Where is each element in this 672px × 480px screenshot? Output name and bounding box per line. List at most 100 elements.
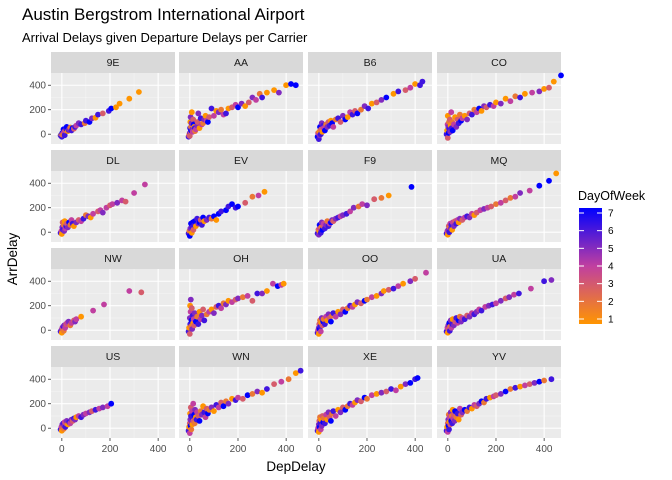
data-point — [328, 418, 334, 424]
data-point — [259, 290, 265, 297]
y-axis-title: ArrDelay — [5, 232, 20, 285]
data-point — [235, 104, 241, 111]
data-point — [271, 87, 277, 93]
data-point — [517, 190, 523, 196]
data-point — [497, 297, 504, 304]
facet-strip-label: CO — [491, 57, 507, 69]
data-point — [337, 409, 344, 416]
data-point — [423, 269, 429, 276]
data-point — [264, 288, 270, 294]
data-point — [516, 290, 522, 297]
facet-strip — [308, 346, 432, 367]
data-point — [502, 388, 509, 395]
x-tick-label: 400 — [407, 444, 424, 455]
data-points — [185, 81, 299, 140]
y-tick-label: 200 — [29, 105, 46, 116]
y-tick-label: 0 — [40, 326, 46, 337]
facet-panel-xe: XE — [308, 346, 432, 438]
data-points — [57, 288, 145, 336]
data-points — [57, 89, 142, 140]
facet-strip — [179, 150, 303, 171]
data-point — [395, 283, 402, 289]
data-point — [507, 386, 514, 392]
data-point — [407, 380, 414, 386]
legend-label: 3 — [608, 279, 614, 290]
data-point — [522, 382, 528, 389]
data-point — [385, 286, 392, 293]
facet-panel-ev: EV — [179, 150, 303, 242]
facet-strip — [437, 346, 561, 367]
axis-ticks: 0 200 400 0 200 400 0 200 400 0 200 400 0 200 400 0 200 4… — [29, 81, 553, 455]
legend-title: DayOfWeek — [578, 189, 646, 203]
data-point — [497, 391, 504, 397]
data-point — [550, 78, 557, 85]
x-tick-label: 400 — [150, 444, 167, 455]
data-points — [314, 78, 426, 143]
legend-label: 6 — [608, 226, 614, 237]
data-point — [206, 114, 213, 120]
data-point — [373, 293, 380, 299]
data-point — [455, 416, 462, 423]
panel-background — [437, 367, 561, 438]
data-point — [138, 289, 145, 296]
data-point — [188, 305, 195, 312]
data-point — [512, 384, 519, 391]
data-point — [249, 193, 256, 200]
y-tick-label: 400 — [29, 375, 46, 386]
facet-strip-label: OO — [362, 253, 378, 265]
data-point — [271, 381, 277, 387]
facet-panel-dl: DL — [51, 150, 175, 242]
data-point — [380, 288, 387, 294]
data-point — [383, 388, 390, 395]
facet-strip — [437, 248, 561, 269]
data-point — [469, 111, 475, 118]
data-point — [245, 99, 252, 106]
data-point — [229, 201, 235, 208]
data-point — [254, 388, 261, 395]
facet-panel-f9: F9 — [308, 150, 432, 242]
data-point — [347, 208, 353, 215]
data-point — [101, 301, 107, 308]
facet-panel-wn: WN — [179, 346, 304, 438]
data-points — [443, 170, 560, 238]
facet-strip — [308, 248, 432, 269]
data-point — [412, 81, 418, 87]
data-point — [126, 288, 133, 294]
data-points — [443, 277, 555, 336]
facet-panel-9e: 9E — [51, 52, 175, 144]
data-point — [517, 383, 523, 390]
facet-strip-label: B6 — [364, 57, 377, 69]
facet-panel-yv: YV — [437, 346, 561, 438]
data-point — [239, 294, 246, 301]
y-tick-label: 400 — [29, 179, 46, 190]
data-points — [314, 184, 415, 238]
facet-panel-b6: B6 — [308, 52, 432, 144]
data-point — [364, 395, 370, 402]
data-point — [407, 84, 414, 91]
data-points — [314, 375, 421, 435]
data-point — [211, 310, 217, 316]
data-point — [390, 90, 397, 97]
data-point — [235, 295, 241, 302]
facet-strip-label: AA — [234, 57, 248, 69]
data-point — [553, 170, 560, 177]
facet-panel-ua: UA — [437, 248, 561, 340]
legend: DayOfWeek 1 2 3 4 5 6 7 — [578, 189, 646, 326]
panel-background — [179, 171, 303, 242]
facet-panel-oo: OO — [308, 248, 432, 340]
facet-strip-label: DL — [106, 155, 120, 167]
facet-panel-oh: OH — [179, 248, 303, 340]
data-point — [378, 389, 385, 396]
legend-label: 1 — [608, 315, 614, 326]
data-point — [350, 204, 357, 211]
data-point — [344, 114, 351, 120]
data-points — [185, 367, 304, 436]
x-tick-label: 200 — [102, 444, 119, 455]
data-point — [414, 375, 421, 381]
y-tick-label: 200 — [29, 203, 46, 214]
x-axis-title: DepDelay — [266, 459, 326, 474]
data-point — [108, 400, 115, 407]
data-point — [493, 392, 499, 399]
data-point — [337, 119, 344, 125]
y-tick-label: 0 — [40, 130, 46, 141]
